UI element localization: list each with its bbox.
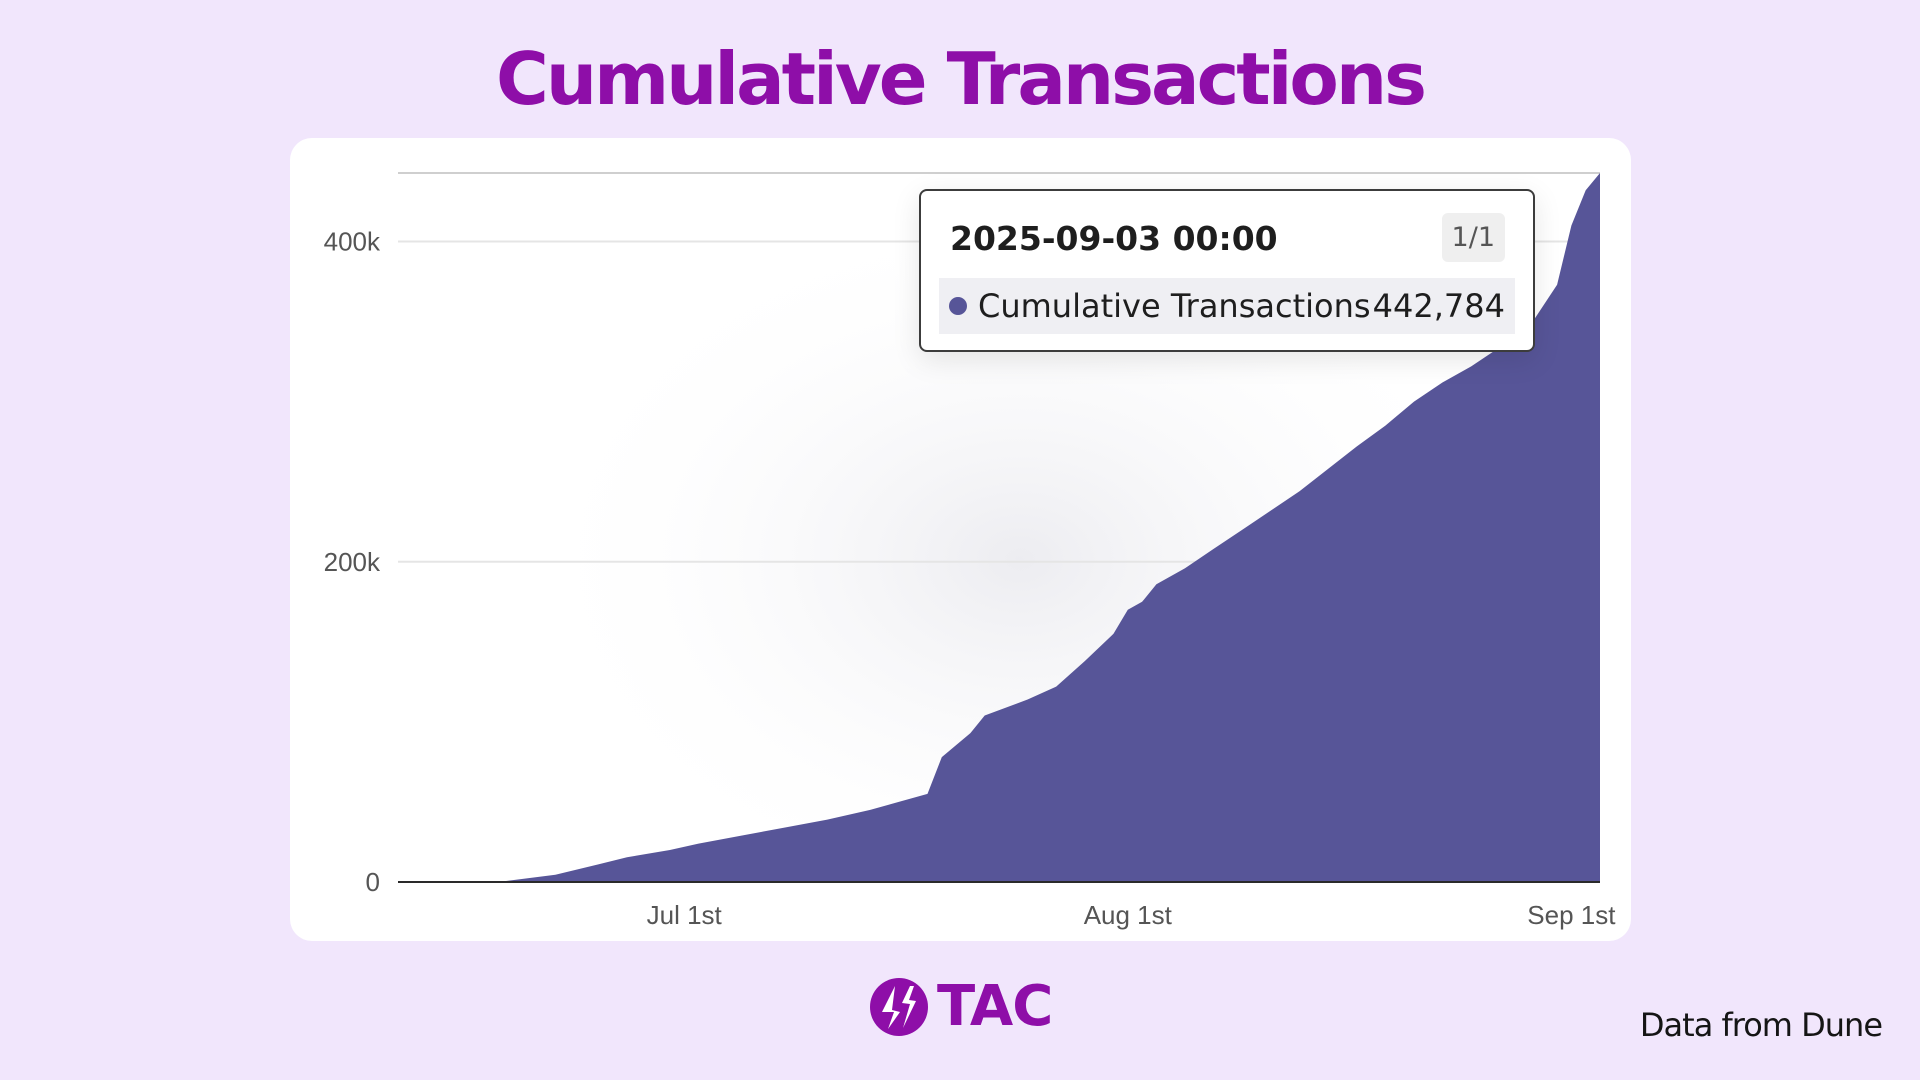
brand-logo: TAC xyxy=(869,974,1053,1039)
tac-bolt-logo-icon xyxy=(870,978,928,1036)
data-tooltip: 2025-09-03 00:00 1/1 Cumulative Transact… xyxy=(919,189,1535,352)
x-tick-label: Aug 1st xyxy=(1084,900,1173,930)
page-title: Cumulative Transactions xyxy=(496,37,1427,121)
tooltip-page-indicator: 1/1 xyxy=(1441,213,1505,262)
series-color-dot-icon xyxy=(949,297,967,315)
tooltip-series-name: Cumulative Transactions xyxy=(978,287,1371,325)
x-tick-label: Jul 1st xyxy=(647,900,723,930)
series-area-cumulative-transactions xyxy=(398,173,1600,882)
brand-name: TAC xyxy=(937,974,1053,1039)
tooltip-date: 2025-09-03 00:00 xyxy=(950,219,1278,258)
y-tick-label: 0 xyxy=(366,867,380,897)
chart-card: 0 200k 400k Jul 1st Aug 1st Sep 1st 2025-09-0… xyxy=(290,138,1631,941)
tooltip-series-value: 442,784 xyxy=(1372,287,1505,325)
y-tick-label: 400k xyxy=(324,227,381,257)
x-tick-label: Sep 1st xyxy=(1527,900,1616,930)
tooltip-series-row: Cumulative Transactions 442,784 xyxy=(939,278,1515,334)
y-tick-label: 200k xyxy=(324,547,381,577)
source-note: Data from Dune xyxy=(1639,1006,1883,1044)
